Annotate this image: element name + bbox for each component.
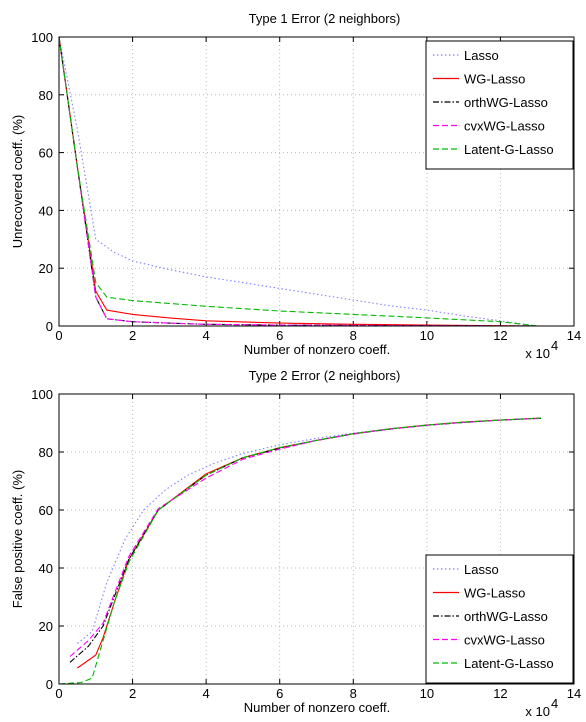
- legend-label: Latent-G-Lasso: [464, 142, 554, 157]
- y-tick-label: 100: [31, 30, 53, 45]
- x-tick-label: 0: [55, 686, 62, 701]
- legend-box: [425, 40, 574, 170]
- x-multiplier-label: x 10: [525, 346, 550, 361]
- series-line-cvxwg-lasso: [69, 417, 541, 657]
- x-tick-label: 8: [350, 328, 357, 343]
- legend-label: cvxWG-Lasso: [464, 119, 545, 134]
- series-line-lasso: [58, 36, 538, 327]
- x-tick-label: 6: [276, 328, 283, 343]
- x-tick-label: 10: [420, 686, 434, 701]
- legend-label: WG-Lasso: [464, 586, 525, 601]
- legend-label: Lasso: [464, 562, 499, 577]
- y-tick-label: 80: [39, 88, 53, 103]
- legend-label: orthWG-Lasso: [464, 609, 548, 624]
- x-tick-label: 10: [420, 328, 434, 343]
- y-tick-label: 0: [46, 677, 53, 692]
- x-multiplier-exponent: 4: [551, 696, 558, 711]
- y-tick-label: 100: [31, 387, 53, 402]
- x-tick-label: 14: [567, 328, 581, 343]
- x-tick-label: 12: [493, 686, 507, 701]
- x-axis-label: Number of nonzero coeff.: [244, 700, 390, 715]
- legend-label: cvxWG-Lasso: [464, 633, 545, 648]
- y-tick-label: 20: [39, 261, 53, 276]
- legend-box: [425, 554, 574, 684]
- type2-error-chart: 0 2 4 6 8 10 12 14 0 20 40 60 80 100 Type 2 Error (2 n…: [10, 368, 581, 719]
- series-line-latent-g-lasso: [58, 36, 538, 327]
- y-tick-label: 60: [39, 146, 53, 161]
- legend-label: Lasso: [464, 48, 499, 63]
- y-axis-label: Unrecovered coeff. (%): [10, 115, 25, 248]
- axes-frame: [58, 393, 575, 685]
- x-tick-label: 4: [203, 328, 210, 343]
- x-tick-label: 6: [276, 686, 283, 701]
- y-tick-label: 80: [39, 445, 53, 460]
- x-multiplier-exponent: 4: [551, 338, 558, 353]
- type1-error-chart: 0 2 4 6 8 10 12 14 0 20 40 60 80 100 Type 1 Error (2 n…: [10, 11, 581, 361]
- x-multiplier-label: x 10: [525, 704, 550, 719]
- y-tick-label: 40: [39, 561, 53, 576]
- x-tick-label: 12: [493, 328, 507, 343]
- chart-title: Type 2 Error (2 neighbors): [249, 368, 401, 383]
- legend-label: Latent-G-Lasso: [464, 656, 554, 671]
- x-tick-label: 4: [203, 686, 210, 701]
- legend-label: WG-Lasso: [464, 72, 525, 87]
- x-tick-label: 8: [350, 686, 357, 701]
- x-axis-label: Number of nonzero coeff.: [244, 342, 390, 357]
- y-axis-label: False positive coeff. (%): [10, 470, 25, 608]
- x-tick-label: 2: [129, 328, 136, 343]
- y-tick-label: 20: [39, 619, 53, 634]
- y-tick-label: 60: [39, 503, 53, 518]
- legend-label: orthWG-Lasso: [464, 95, 548, 110]
- chart-title: Type 1 Error (2 neighbors): [249, 11, 401, 26]
- y-tick-label: 40: [39, 203, 53, 218]
- series-line-latent-g-lasso: [58, 417, 541, 685]
- x-tick-label: 2: [129, 686, 136, 701]
- x-tick-label: 14: [567, 686, 581, 701]
- axes-frame: [58, 36, 575, 327]
- x-tick-label: 0: [55, 328, 62, 343]
- y-tick-label: 0: [46, 319, 53, 334]
